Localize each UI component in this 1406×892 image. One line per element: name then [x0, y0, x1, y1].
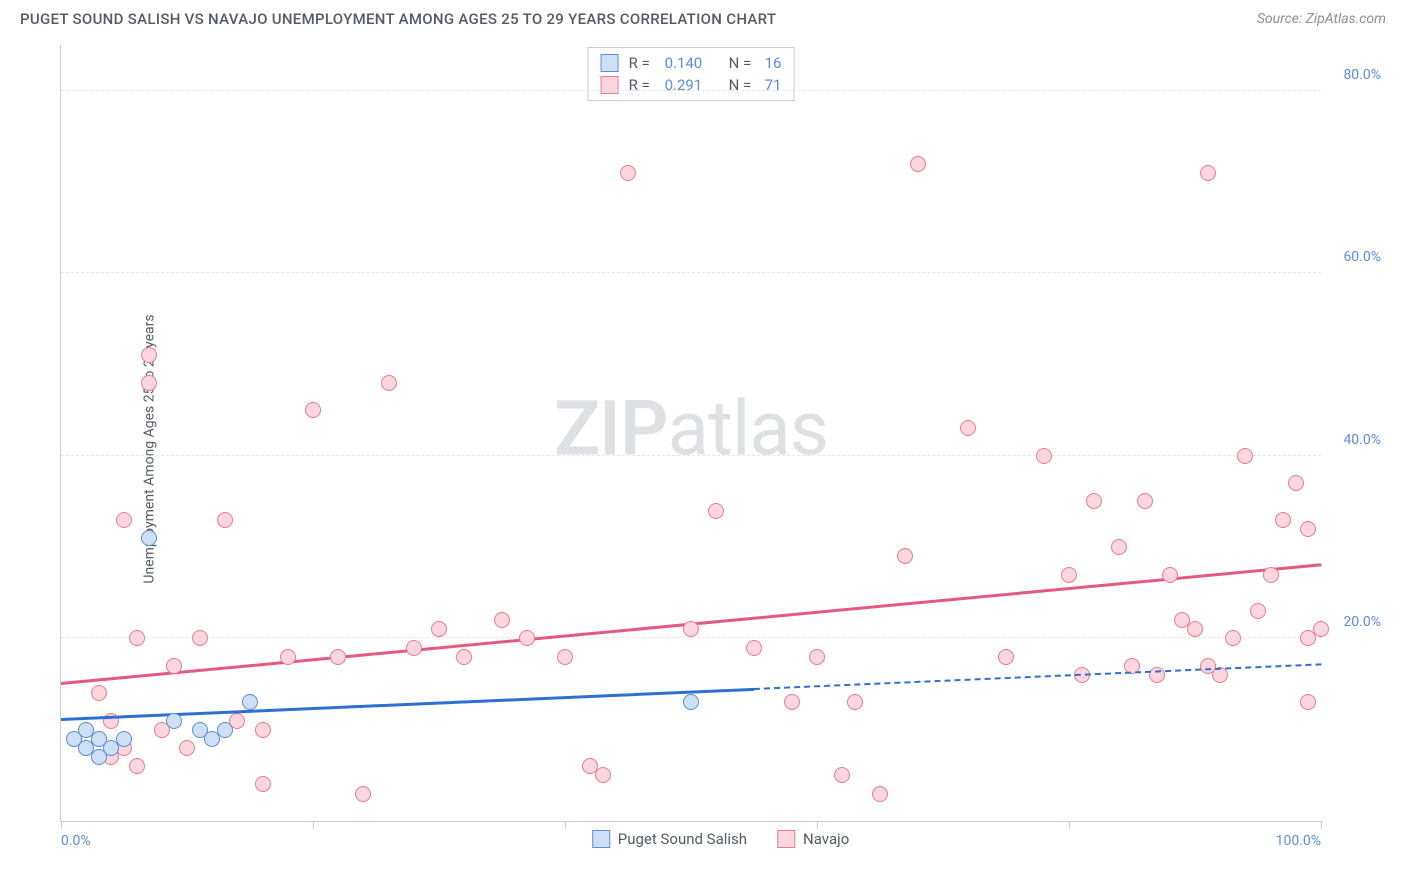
chart-container: Unemployment Among Ages 25 to 29 years Z… — [50, 45, 1391, 852]
source-label: Source: ZipAtlas.com — [1257, 11, 1386, 27]
data-point — [595, 767, 611, 783]
series-swatch-icon — [601, 76, 619, 94]
data-point — [255, 776, 271, 792]
data-point — [1275, 512, 1291, 528]
data-point — [141, 347, 157, 363]
data-point — [1162, 567, 1178, 583]
data-point — [910, 156, 926, 172]
data-point — [192, 630, 208, 646]
data-point — [1111, 539, 1127, 555]
data-point — [872, 786, 888, 802]
data-point — [1137, 493, 1153, 509]
x-tick-label: 0.0% — [61, 833, 91, 849]
y-tick-label: 80.0% — [1343, 67, 1381, 83]
data-point — [280, 649, 296, 665]
data-point — [330, 649, 346, 665]
data-point — [557, 649, 573, 665]
data-point — [1288, 475, 1304, 491]
data-point — [960, 420, 976, 436]
y-tick-label: 60.0% — [1343, 249, 1381, 265]
data-point — [381, 375, 397, 391]
plot-area: ZIPatlas R = 0.140 N = 16 R = 0.291 N = … — [60, 45, 1321, 822]
data-point — [897, 548, 913, 564]
data-point — [116, 512, 132, 528]
data-point — [166, 713, 182, 729]
data-point — [129, 630, 145, 646]
data-point — [1061, 567, 1077, 583]
data-point — [1300, 694, 1316, 710]
data-point — [998, 649, 1014, 665]
data-point — [1237, 448, 1253, 464]
data-point — [620, 165, 636, 181]
data-point — [166, 658, 182, 674]
data-point — [217, 722, 233, 738]
data-point — [784, 694, 800, 710]
data-point — [1250, 603, 1266, 619]
data-point — [847, 694, 863, 710]
correlation-legend: R = 0.140 N = 16 R = 0.291 N = 71 — [588, 47, 795, 101]
y-tick-label: 40.0% — [1343, 432, 1381, 448]
data-point — [1300, 521, 1316, 537]
data-point — [683, 694, 699, 710]
series-legend: Puget Sound Salish Navajo — [592, 830, 850, 848]
data-point — [1086, 493, 1102, 509]
legend-item-2: Navajo — [777, 830, 849, 848]
data-point — [708, 503, 724, 519]
legend-item-1: Puget Sound Salish — [592, 830, 747, 848]
data-point — [456, 649, 472, 665]
data-point — [1225, 630, 1241, 646]
series-swatch-icon — [777, 830, 795, 848]
data-point — [1187, 621, 1203, 637]
data-point — [116, 731, 132, 747]
data-point — [305, 402, 321, 418]
data-point — [255, 722, 271, 738]
data-point — [141, 530, 157, 546]
data-point — [519, 630, 535, 646]
chart-title: PUGET SOUND SALISH VS NAVAJO UNEMPLOYMEN… — [20, 10, 776, 28]
data-point — [217, 512, 233, 528]
x-tick-label: 100.0% — [1276, 833, 1321, 849]
data-point — [431, 621, 447, 637]
data-point — [494, 612, 510, 628]
data-point — [406, 640, 422, 656]
data-point — [141, 375, 157, 391]
data-point — [91, 685, 107, 701]
data-point — [242, 694, 258, 710]
data-point — [834, 767, 850, 783]
watermark: ZIPatlas — [554, 384, 828, 474]
data-point — [179, 740, 195, 756]
data-point — [1313, 621, 1329, 637]
data-point — [355, 786, 371, 802]
data-point — [129, 758, 145, 774]
data-point — [683, 621, 699, 637]
series-swatch-icon — [592, 830, 610, 848]
y-tick-label: 20.0% — [1343, 614, 1381, 630]
series-swatch-icon — [601, 54, 619, 72]
data-point — [1263, 567, 1279, 583]
data-point — [1200, 165, 1216, 181]
legend-row-1: R = 0.140 N = 16 — [601, 52, 782, 74]
data-point — [809, 649, 825, 665]
data-point — [1036, 448, 1052, 464]
data-point — [746, 640, 762, 656]
legend-row-2: R = 0.291 N = 71 — [601, 74, 782, 96]
